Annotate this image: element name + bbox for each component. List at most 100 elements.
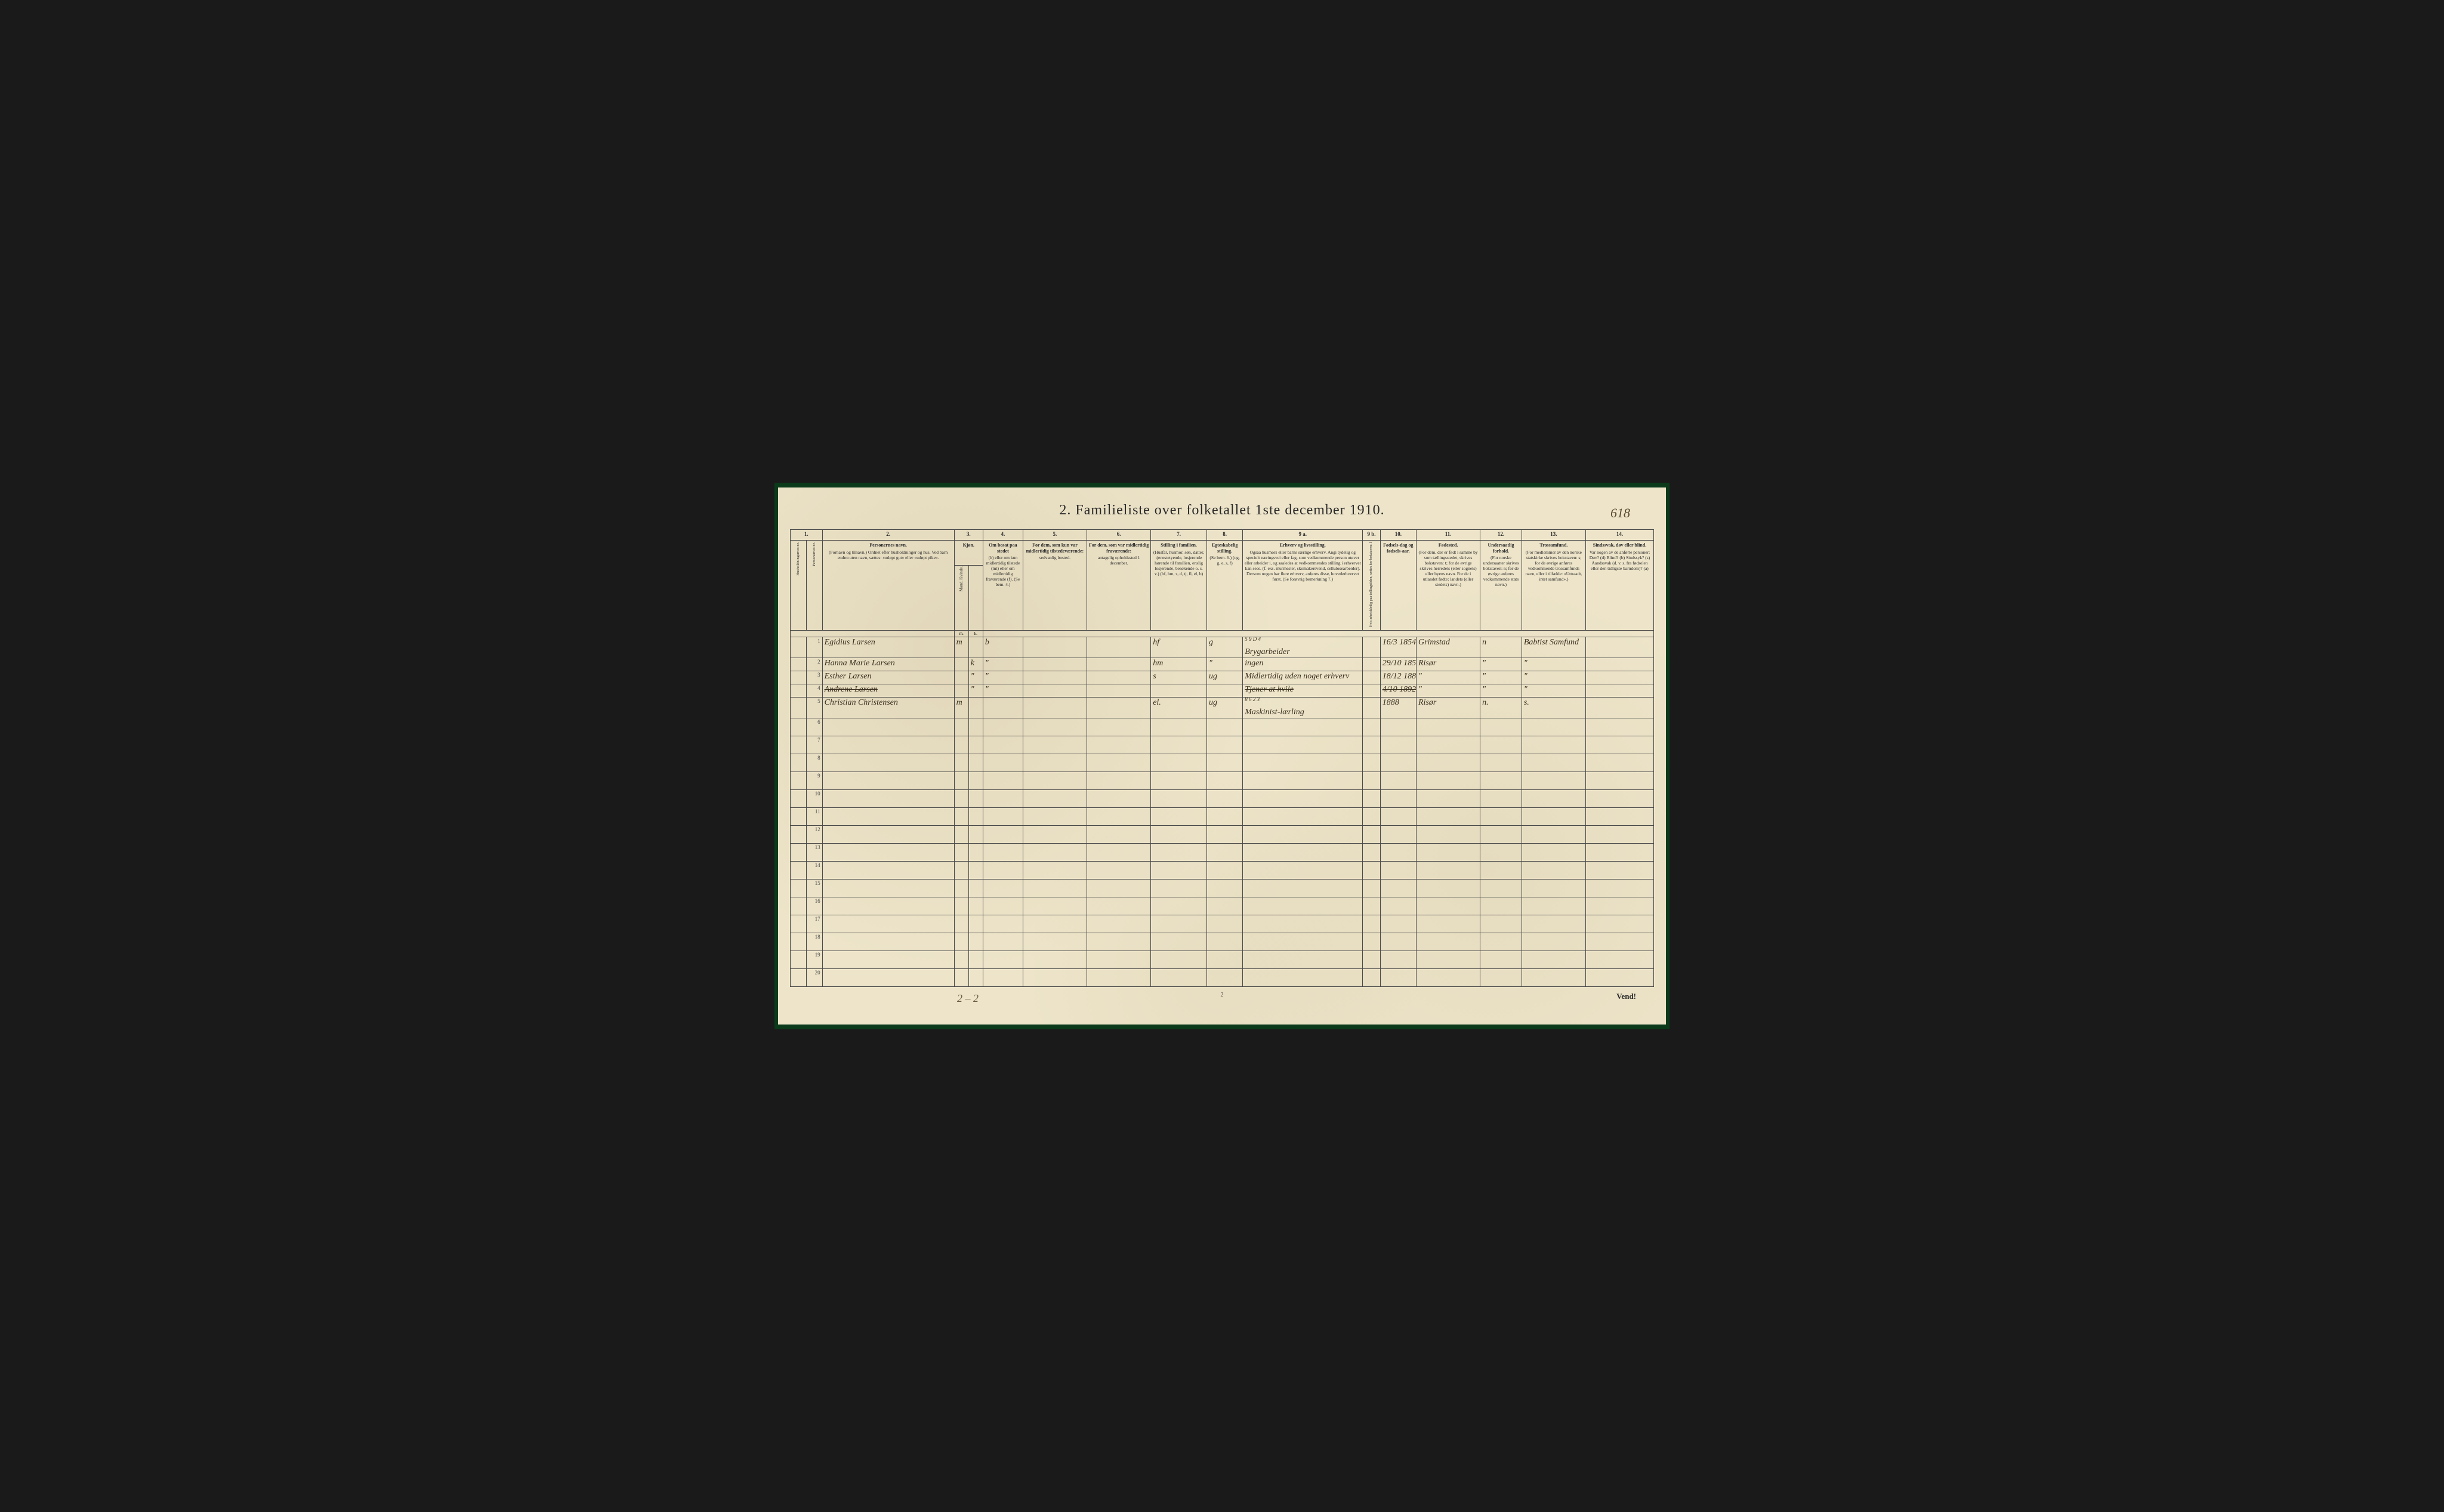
cell: Andrene Larsen	[822, 684, 954, 697]
cell	[1151, 915, 1207, 933]
cell	[954, 825, 968, 843]
cell	[1585, 879, 1653, 897]
cell	[954, 718, 968, 736]
cell: Risør	[1416, 658, 1480, 671]
cell	[791, 772, 807, 789]
cell	[822, 933, 954, 951]
cell	[1023, 825, 1087, 843]
table-row: 1Egidius Larsenmbhfg5 9 D 4Brygarbeider1…	[791, 637, 1654, 658]
cell	[983, 718, 1023, 736]
cell	[954, 933, 968, 951]
cell	[1363, 718, 1380, 736]
cell: "	[1480, 684, 1522, 697]
cell	[968, 718, 983, 736]
cell: Grimstad	[1416, 637, 1480, 658]
cell	[1480, 897, 1522, 915]
cell	[968, 825, 983, 843]
cell	[1380, 789, 1416, 807]
cell	[822, 789, 954, 807]
cell	[1380, 915, 1416, 933]
cell	[1023, 843, 1087, 861]
col-num-9b: 9 b.	[1363, 530, 1380, 541]
cell	[1023, 736, 1087, 754]
cell	[791, 968, 807, 986]
cell: 14	[806, 861, 822, 879]
cell	[1023, 671, 1087, 684]
cell: "	[983, 658, 1023, 671]
cell: Midlertidig uden noget erhverv	[1243, 671, 1363, 684]
cell	[1585, 861, 1653, 879]
cell	[1087, 861, 1151, 879]
cell	[1480, 754, 1522, 772]
cell	[1585, 754, 1653, 772]
cell	[1087, 718, 1151, 736]
cell	[1023, 789, 1087, 807]
cell	[1522, 933, 1585, 951]
col-num-10: 10.	[1380, 530, 1416, 541]
cell	[983, 951, 1023, 968]
cell	[1363, 825, 1380, 843]
cell	[1206, 718, 1242, 736]
cell	[1522, 754, 1585, 772]
cell: ingen	[1243, 658, 1363, 671]
cell	[1243, 807, 1363, 825]
cell: Christian Christensen	[822, 697, 954, 718]
cell	[822, 915, 954, 933]
cell	[968, 951, 983, 968]
cell	[1206, 915, 1242, 933]
cell	[1206, 933, 1242, 951]
cell: "	[1480, 671, 1522, 684]
col-num-2: 2.	[822, 530, 954, 541]
header-col3: Kjøn.	[954, 541, 983, 566]
cell	[954, 968, 968, 986]
cell	[1585, 951, 1653, 968]
cell: 8	[806, 754, 822, 772]
cell: 11	[806, 807, 822, 825]
cell	[983, 807, 1023, 825]
cell	[1151, 807, 1207, 825]
cell	[1087, 897, 1151, 915]
col-num-4: 4.	[983, 530, 1023, 541]
cell	[1585, 825, 1653, 843]
cell	[1151, 897, 1207, 915]
cell	[1087, 637, 1151, 658]
cell	[1023, 968, 1087, 986]
cell	[1243, 915, 1363, 933]
cell	[954, 658, 968, 671]
cell	[1585, 697, 1653, 718]
cell	[1023, 897, 1087, 915]
cell	[1480, 879, 1522, 897]
col-num-1: 1.	[791, 530, 823, 541]
cell	[954, 897, 968, 915]
cell	[1585, 915, 1653, 933]
table-row: 10	[791, 789, 1654, 807]
cell	[791, 915, 807, 933]
cell	[954, 951, 968, 968]
header-col1b: Personernes nr.	[806, 541, 822, 631]
cell	[983, 772, 1023, 789]
cell	[1363, 697, 1380, 718]
col-num-3: 3.	[954, 530, 983, 541]
cell	[1480, 915, 1522, 933]
cell	[1363, 671, 1380, 684]
header-col3-k	[968, 566, 983, 631]
cell	[968, 697, 983, 718]
cell: hm	[1151, 658, 1207, 671]
mk-row: m. k.	[791, 630, 1654, 637]
cell	[1206, 861, 1242, 879]
cell	[1206, 843, 1242, 861]
cell: 7	[806, 736, 822, 754]
cell	[791, 843, 807, 861]
cell	[1363, 772, 1380, 789]
cell	[1363, 736, 1380, 754]
cell	[791, 897, 807, 915]
cell: "	[1416, 671, 1480, 684]
cell	[1585, 671, 1653, 684]
cell	[1023, 951, 1087, 968]
cell	[954, 684, 968, 697]
cell	[1087, 772, 1151, 789]
cell	[1023, 754, 1087, 772]
cell: n.	[1480, 697, 1522, 718]
cell	[983, 897, 1023, 915]
table-row: 9	[791, 772, 1654, 789]
